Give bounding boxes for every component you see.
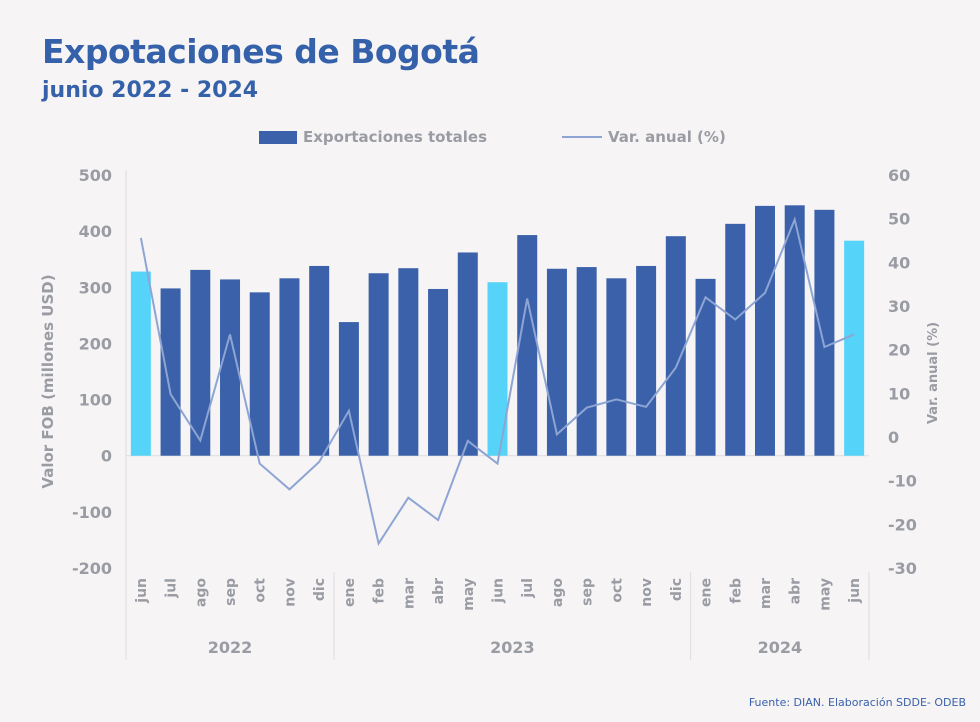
x-tick-label: dic: [312, 578, 328, 601]
y-tick-label: -100: [72, 503, 112, 522]
year-label: 2023: [490, 638, 535, 657]
bar: [279, 278, 300, 456]
y-axis-title: Valor FOB (millones USD): [39, 274, 57, 488]
y-tick-label: 300: [79, 278, 112, 297]
bar: [398, 268, 419, 456]
x-tick-label: ago: [550, 578, 566, 607]
y-tick-label: 200: [79, 334, 112, 353]
bar: [665, 236, 686, 456]
line-group: [139, 216, 855, 547]
bar: [130, 271, 151, 456]
x-tick-label: nov: [639, 578, 655, 607]
legend-label-bars: Exportaciones totales: [303, 128, 488, 146]
bar: [844, 240, 865, 456]
bar: [160, 288, 181, 456]
y-tick-label: 0: [101, 447, 112, 466]
bar: [784, 205, 805, 456]
x-tick-label: jul: [520, 578, 536, 599]
bar: [249, 292, 270, 456]
chart-title: Expotaciones de Bogotá: [42, 32, 480, 71]
y2-tick-label: -10: [888, 472, 917, 491]
x-tick-label: abr: [788, 578, 804, 604]
bar: [457, 252, 478, 456]
y2-tick-label: 10: [888, 384, 910, 403]
x-tick-label: nov: [282, 578, 298, 607]
x-tick-label: abr: [431, 578, 447, 604]
x-tick-label: mar: [401, 578, 417, 609]
x-tick-label: oct: [609, 578, 625, 603]
x-tick-label: feb: [372, 578, 388, 604]
bar: [725, 223, 746, 456]
bar: [309, 265, 330, 456]
x-tick-label: mar: [758, 578, 774, 609]
legend-swatch-line: [562, 136, 602, 138]
y2-axis-title: Var. anual (%): [926, 322, 941, 424]
x-tick-label: may: [461, 578, 477, 611]
bar: [636, 265, 657, 456]
bar: [487, 282, 508, 456]
y-tick-label: 500: [79, 166, 112, 185]
bar: [338, 322, 359, 456]
x-tick-label: oct: [253, 578, 269, 603]
y2-tick-label: 60: [888, 166, 910, 185]
x-tick-label: ene: [342, 578, 358, 607]
bar: [606, 278, 627, 456]
bar: [695, 278, 716, 456]
y2-tick-label: 20: [888, 341, 910, 360]
x-tick-label: jun: [847, 578, 863, 604]
x-tick-label: sep: [580, 578, 596, 606]
x-tick-label: feb: [728, 578, 744, 604]
y-tick-label: 100: [79, 391, 112, 410]
source-note: Fuente: DIAN. Elaboración SDDE- ODEB: [748, 696, 966, 709]
chart-subtitle: junio 2022 - 2024: [42, 78, 259, 103]
y-tick-label: -200: [72, 559, 112, 578]
y2-tick-label: 50: [888, 210, 910, 229]
bars-group: [130, 205, 865, 456]
legend-item-line: Var. anual (%): [562, 126, 726, 148]
bar: [814, 209, 835, 456]
y-tick-label: 400: [79, 222, 112, 241]
x-tick-label: jul: [164, 578, 180, 599]
legend-item-bars: Exportaciones totales: [259, 126, 487, 148]
bar: [190, 269, 211, 456]
bar: [428, 288, 449, 456]
bar: [576, 267, 597, 456]
legend-swatch-bars: [259, 130, 297, 144]
x-tick-label: jun: [491, 578, 507, 604]
year-label: 2024: [758, 638, 803, 657]
bar: [368, 273, 389, 456]
x-tick-label: may: [817, 578, 833, 611]
var-anual-line: [139, 216, 855, 547]
year-label: 2022: [208, 638, 253, 657]
y2-tick-label: -30: [888, 559, 917, 578]
labels-group: 5004003002001000-100-2006050403020100-10…: [39, 166, 941, 657]
x-tick-label: ago: [193, 578, 209, 607]
x-tick-label: jun: [134, 578, 150, 604]
bar: [517, 235, 538, 456]
y2-tick-label: 0: [888, 428, 899, 447]
bar: [220, 279, 241, 456]
x-tick-label: sep: [223, 578, 239, 606]
x-tick-label: dic: [669, 578, 685, 601]
x-tick-label: ene: [699, 578, 715, 607]
y2-tick-label: 30: [888, 297, 910, 316]
bar: [754, 205, 775, 456]
legend-label-line: Var. anual (%): [608, 128, 726, 146]
y2-tick-label: 40: [888, 253, 910, 272]
y2-tick-label: -20: [888, 515, 917, 534]
